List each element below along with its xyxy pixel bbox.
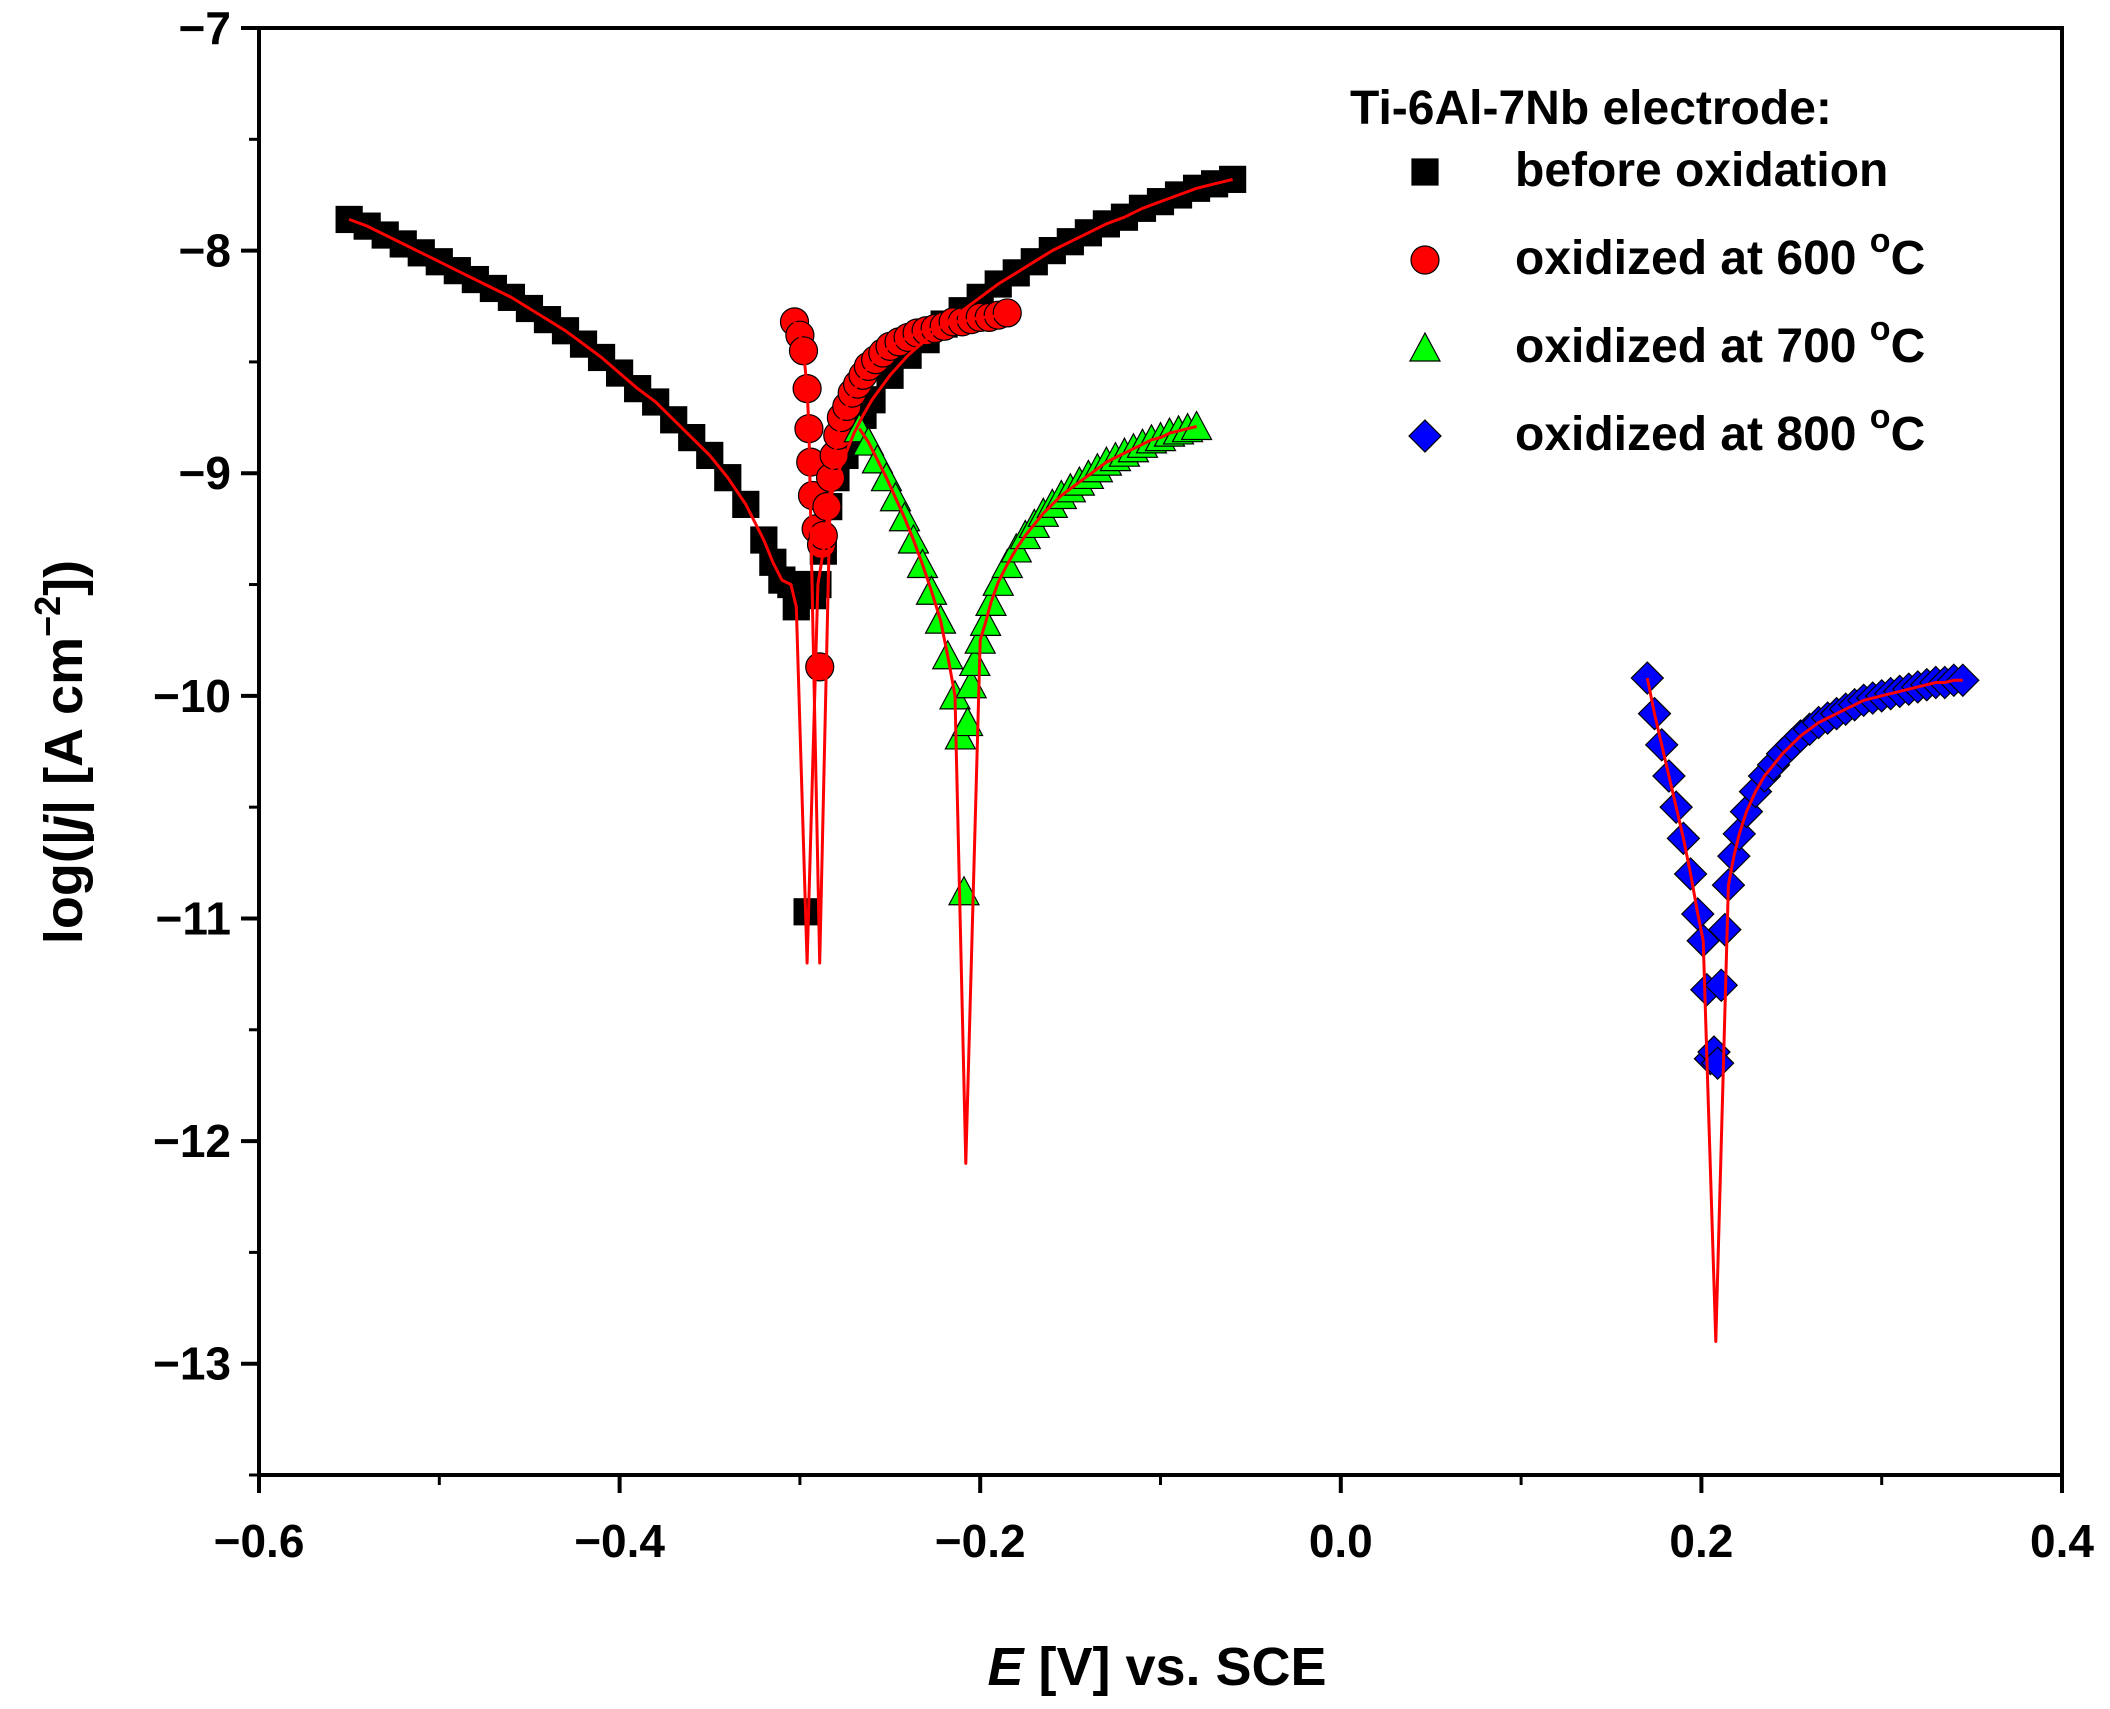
data-point	[1704, 968, 1739, 1003]
data-point	[732, 490, 760, 518]
legend-label-degree: o	[1870, 222, 1891, 260]
y-tick-label: −9	[179, 447, 231, 499]
y-axis-label-mid: | [A cm	[34, 637, 95, 815]
fit-curve-triangle	[858, 425, 1197, 1165]
y-tick-label: −8	[179, 225, 231, 277]
legend-entry: oxidized at 600 oC	[1410, 222, 1925, 285]
data-point	[958, 646, 991, 677]
legend-marker	[1410, 245, 1440, 275]
fit-curve-diamond	[1645, 677, 1963, 1343]
data-point	[805, 652, 835, 682]
legend-label: oxidized at 600 oC	[1515, 222, 1925, 285]
series-circle	[779, 298, 1022, 682]
y-axis-label-prefix: log(|	[34, 830, 95, 944]
data-point	[947, 875, 980, 906]
legend-label-text: oxidized at 700	[1515, 320, 1870, 373]
legend-entry: oxidized at 800 oC	[1408, 398, 1925, 461]
data-point	[1180, 410, 1213, 441]
axes: −0.6 −0.4 −0.2 0.0 0.2 0.4 −7 −8 −9 −10 −11 −12 −13	[153, 2, 2094, 1567]
legend-title: Ti-6Al-7Nb electrode:	[1350, 82, 1832, 135]
legend-entry: before oxidation	[1411, 144, 1888, 197]
legend-marker	[1411, 158, 1439, 186]
plot-frame	[257, 26, 2064, 1477]
data-point	[951, 706, 984, 737]
x-tick-label: 0.4	[2030, 1515, 2094, 1567]
y-tick-label: −13	[153, 1338, 231, 1390]
x-tick-label: 0.2	[1669, 1515, 1733, 1567]
legend: Ti-6Al-7Nb electrode: before oxidation ox…	[1350, 82, 1925, 461]
data-point	[1707, 912, 1742, 947]
legend-marker	[1408, 331, 1442, 362]
legend-label: oxidized at 700 oC	[1515, 310, 1925, 373]
data-point	[1219, 165, 1247, 193]
legend-label-text: oxidized at 800	[1515, 408, 1870, 461]
y-axis-label: log(|j| [A cm−2])	[27, 560, 95, 944]
legend-label-degree: o	[1870, 398, 1891, 436]
legend-label-text: before oxidation	[1515, 144, 1888, 197]
legend-label-degree: o	[1870, 310, 1891, 348]
legend-label-unit: C	[1891, 232, 1926, 285]
fit-curves	[348, 177, 1963, 1343]
y-tick-label: −12	[153, 1115, 231, 1167]
x-axis-label-rest: [V] vs. SCE	[1023, 1637, 1326, 1697]
data-point	[992, 298, 1022, 328]
x-tick-label: −0.4	[574, 1515, 665, 1567]
legend-entry: oxidized at 700 oC	[1408, 310, 1925, 373]
data-point	[1945, 663, 1980, 698]
x-tick-label: −0.6	[214, 1515, 305, 1567]
y-axis-label-suffix: ])	[34, 560, 94, 596]
fit-curve-square	[348, 177, 1233, 965]
x-axis-label: E [V] vs. SCE	[987, 1637, 1326, 1697]
legend-label: before oxidation	[1515, 144, 1888, 197]
y-tick-label: −7	[179, 2, 231, 54]
x-tick-label: 0.0	[1309, 1515, 1373, 1567]
y-tick-label: −10	[153, 670, 231, 722]
y-tick-label: −11	[156, 892, 232, 944]
fit-curve-circle	[793, 311, 1008, 965]
x-tick-label: −0.2	[935, 1515, 1026, 1567]
legend-marker	[1408, 419, 1442, 453]
x-axis-label-symbol: E	[987, 1637, 1025, 1697]
y-axis-label-superscript: −2	[27, 596, 68, 637]
legend-label-unit: C	[1891, 320, 1926, 373]
legend-label-text: oxidized at 600	[1515, 232, 1870, 285]
legend-label: oxidized at 800 oC	[1515, 398, 1925, 461]
legend-label-unit: C	[1891, 408, 1926, 461]
y-axis-label-symbol: j	[34, 814, 94, 836]
